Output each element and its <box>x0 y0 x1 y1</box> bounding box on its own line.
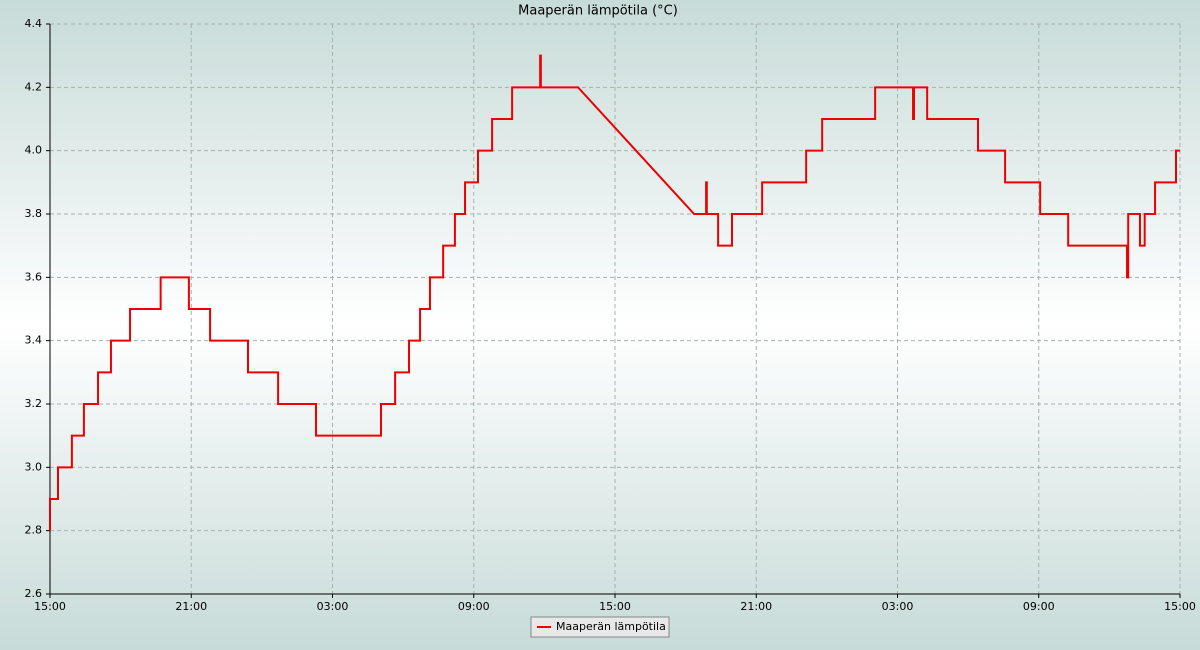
legend-label: Maaperän lämpötila <box>556 620 666 633</box>
line <box>49 54 1180 531</box>
y-tick-label: 3.6 <box>25 270 43 283</box>
chart-title: Maaperän lämpötila (°C) <box>518 4 678 19</box>
x-tick-label: 09:00 <box>1023 600 1055 613</box>
x-tick-label: 03:00 <box>882 600 914 613</box>
x-tick-label: 21:00 <box>740 600 772 613</box>
legend-box <box>530 616 670 638</box>
y-tick-label: 3.0 <box>25 460 43 473</box>
y-tick-label: 3.2 <box>25 397 43 410</box>
x-tick-label: 15:00 <box>599 600 631 613</box>
x-tick-label: 03:00 <box>317 600 349 613</box>
x-tick-label: 09:00 <box>458 600 490 613</box>
x-tick-label: 21:00 <box>175 600 207 613</box>
y-tick-label: 4.2 <box>25 80 43 93</box>
legend: Maaperän lämpötila <box>530 616 670 638</box>
y-tick-label: 3.8 <box>25 207 43 220</box>
y-tick-label: 4.0 <box>25 144 43 157</box>
y-tick-label: 4.4 <box>25 17 43 30</box>
x-tick-label: 15:00 <box>1164 600 1196 613</box>
y-tick-label: 3.4 <box>25 334 43 347</box>
y-tick-label: 2.6 <box>25 587 43 600</box>
y-tick-label: 2.8 <box>25 524 43 537</box>
x-tick-label: 15:00 <box>34 600 66 613</box>
